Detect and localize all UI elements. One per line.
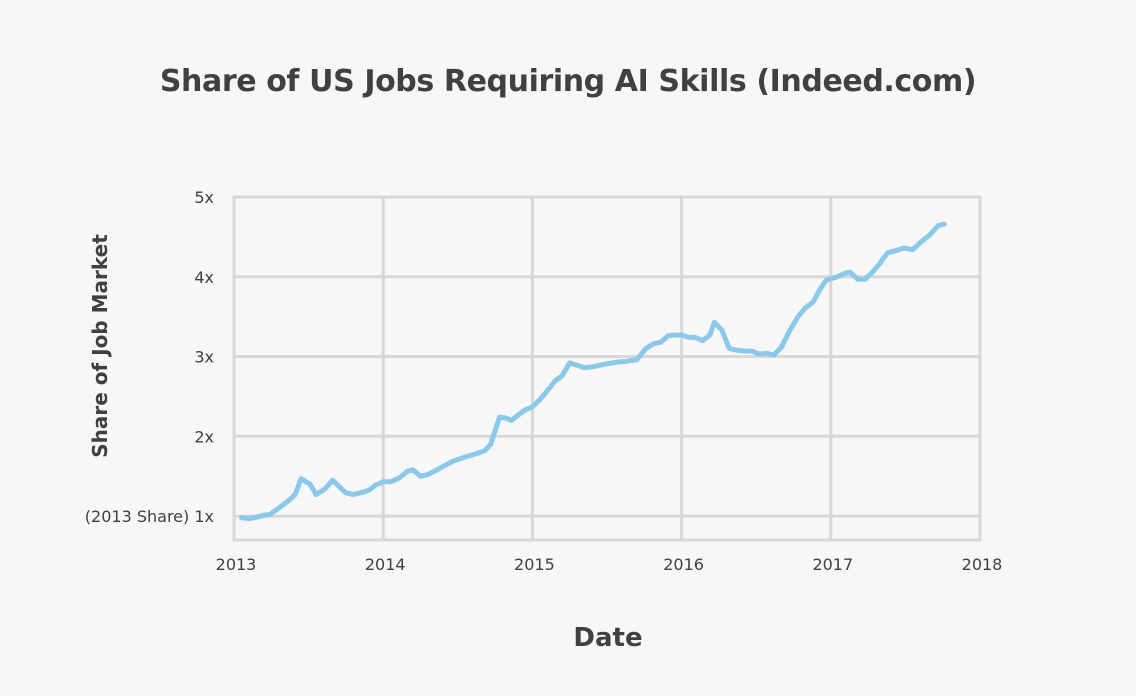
x-tick-label: 2014: [365, 555, 406, 574]
x-tick-label: 2016: [663, 555, 704, 574]
y-tick-label: 5x: [194, 188, 214, 207]
x-tick-label: 2018: [962, 555, 1003, 574]
y-tick-label: (2013 Share) 1x: [85, 507, 214, 526]
chart-title: Share of US Jobs Requiring AI Skills (In…: [159, 64, 977, 99]
grid: [232, 195, 982, 542]
y-tick-label: 4x: [194, 268, 214, 287]
series-line: [239, 221, 947, 521]
x-axis-title: Date: [573, 623, 642, 653]
series-layer: [239, 221, 947, 521]
y-tick-label: 2x: [194, 427, 214, 446]
plot-frame: [232, 195, 982, 542]
y-axis-ticks: (2013 Share) 1x 2x 3x 4x 5x: [85, 188, 214, 526]
x-tick-label: 2013: [216, 555, 257, 574]
x-tick-label: 2017: [812, 555, 853, 574]
x-tick-label: 2015: [514, 555, 555, 574]
y-tick-label: 3x: [194, 348, 214, 367]
x-axis-ticks: 2013 2014 2015 2016 2017 2018: [216, 555, 1003, 574]
y-axis-title: Share of Job Market: [88, 234, 112, 458]
